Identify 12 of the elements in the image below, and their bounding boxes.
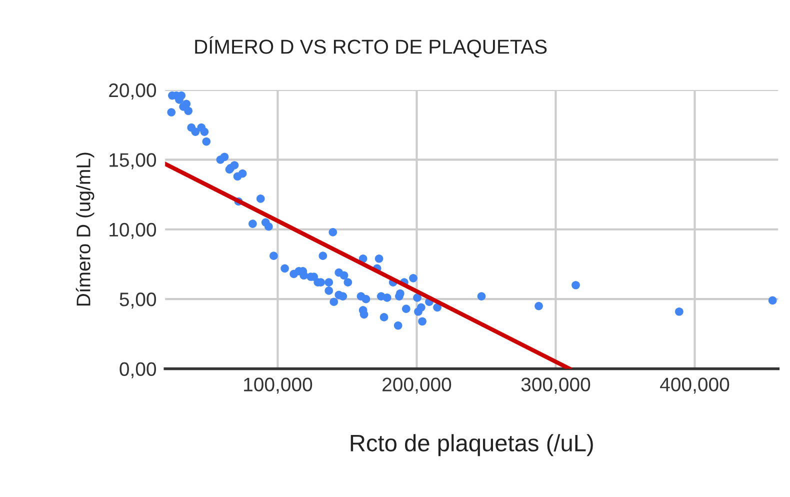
y-tick-label: 15,00 (110, 153, 156, 170)
y-tick-label: 0,00 (120, 362, 156, 378)
y-tick-label: 5,00 (120, 292, 156, 309)
x-axis-title: Rcto de plaquetas (/uL) (350, 434, 593, 456)
y-axis-title: Dímero D (ug/mL) (76, 152, 94, 306)
x-tick-label: 100,000 (244, 378, 312, 394)
y-tick-label: 10,00 (110, 222, 156, 239)
x-tick-label: 300,000 (521, 378, 590, 394)
x-tick-label: 200,000 (382, 378, 452, 394)
y-tick-label: 20,00 (109, 83, 156, 100)
x-tick-label: 400,000 (660, 378, 730, 394)
chart-title: DÍMERO D VS RCTO DE PLAQUETAS (195, 36, 547, 58)
